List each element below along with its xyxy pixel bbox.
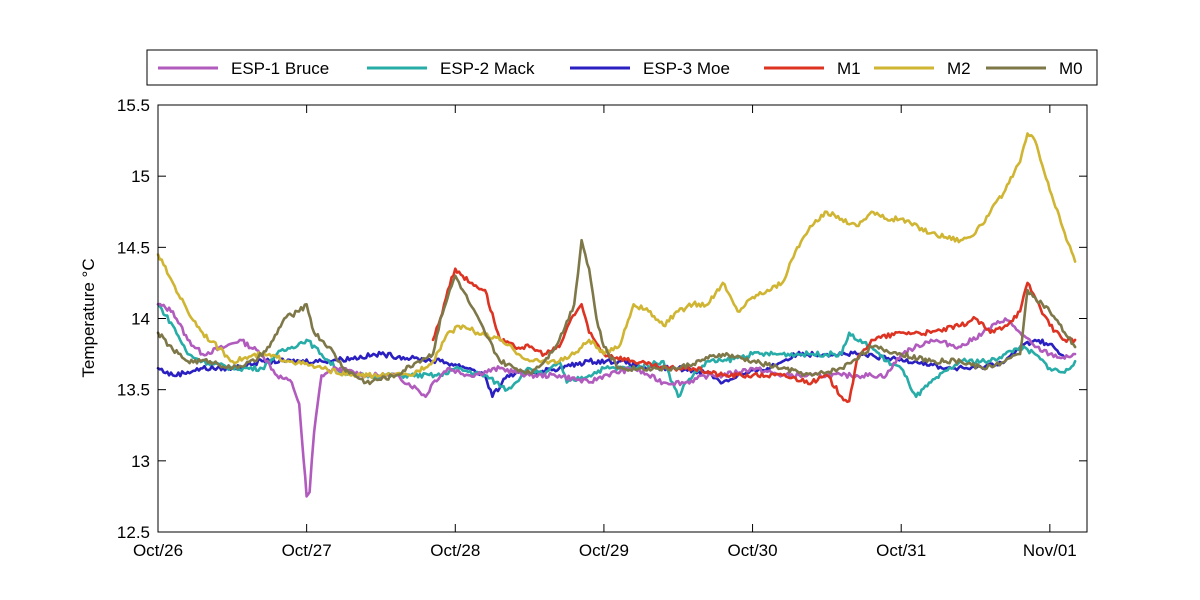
legend: ESP-1 Bruce ESP-2 Mack ESP-3 Moe M1 M2 M0 [146,49,1098,86]
series-line-esp-2-mack [156,303,1077,399]
series-line-m2 [156,132,1077,380]
x-tick-label: Nov/01 [1023,541,1077,560]
x-tick-label: Oct/31 [876,541,926,560]
y-tick-label: 13 [131,452,150,471]
y-axis: 12.5 13 13.5 14 14.5 15 15.5 [117,96,1087,542]
y-tick-label: 15 [131,167,150,186]
series-line-m1 [431,267,1077,404]
y-tick-label: 12.5 [117,523,150,542]
legend-label-m1: M1 [837,59,861,78]
series-line-esp-1-bruce [156,302,1077,498]
y-tick-label: 14.5 [117,238,150,257]
legend-label-esp-1-bruce: ESP-1 Bruce [231,59,329,78]
series-line-esp-3-moe [156,338,1066,399]
x-tick-label: Oct/26 [133,541,183,560]
x-axis: Oct/26 Oct/27 Oct/28 Oct/29 Oct/30 Oct/31 Nov/… [133,105,1077,560]
x-tick-label: Oct/28 [430,541,480,560]
legend-label-m0: M0 [1059,59,1083,78]
x-tick-label: Oct/27 [282,541,332,560]
x-tick-label: Oct/30 [728,541,778,560]
y-tick-label: 14 [131,310,150,329]
series-layer [156,132,1077,498]
legend-label-esp-3-moe: ESP-3 Moe [643,59,730,78]
x-tick-label: Oct/29 [579,541,629,560]
y-tick-label: 13.5 [117,381,150,400]
legend-label-m2: M2 [947,59,971,78]
y-tick-label: 15.5 [117,96,150,115]
y-axis-title: Temperature °C [79,258,98,377]
series-line-m0 [156,238,1077,386]
legend-label-esp-2-mack: ESP-2 Mack [440,59,535,78]
